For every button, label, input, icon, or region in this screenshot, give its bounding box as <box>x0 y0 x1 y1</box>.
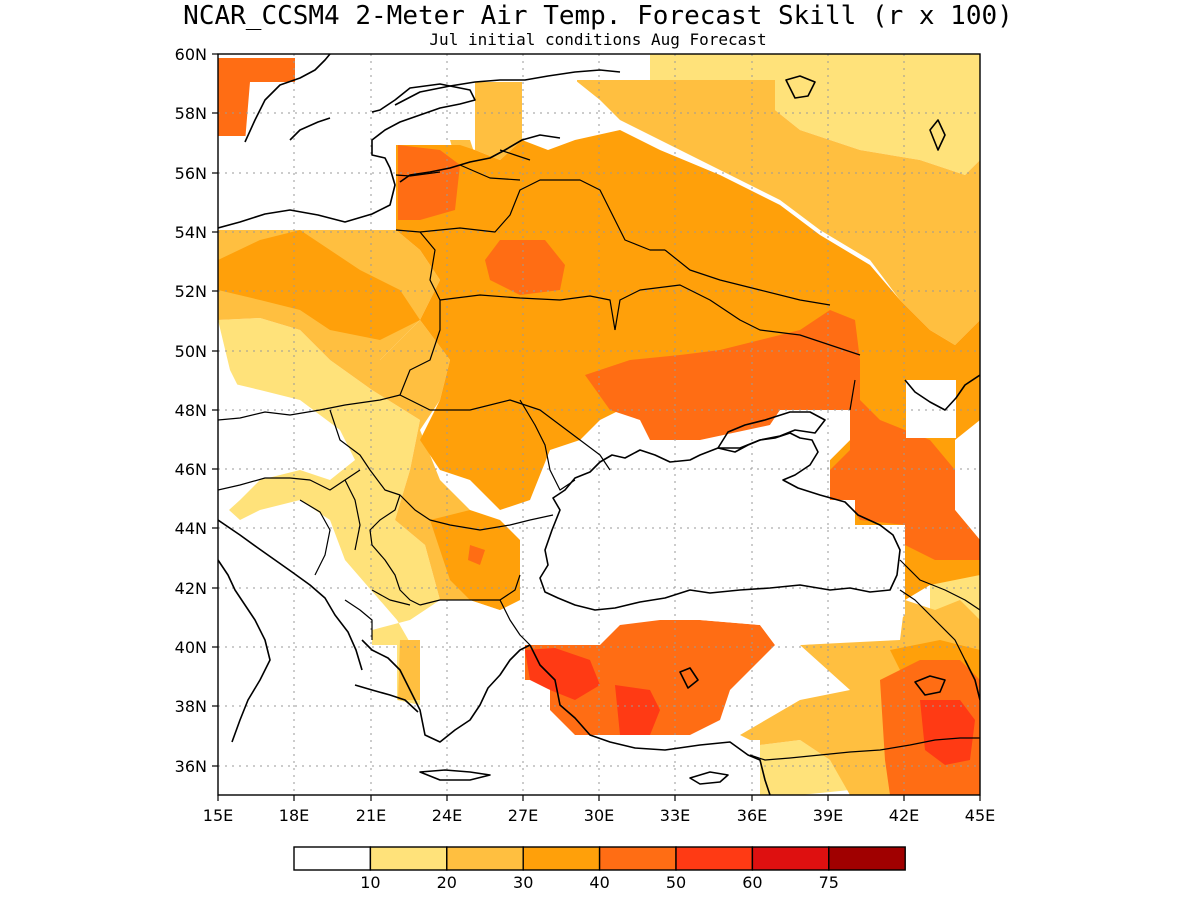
country-borders <box>218 149 980 761</box>
map-subtitle: Jul initial conditions Aug Forecast <box>429 30 766 49</box>
latitude-labels: 36N 38N 40N 42N 44N 46N 48N 50N 52N 54N … <box>175 45 207 776</box>
lon-label: 18E <box>279 806 309 825</box>
colorbar-swatch <box>598 846 677 871</box>
colorbar: 10 20 30 40 50 60 75 <box>293 846 906 892</box>
colorbar-label: 60 <box>742 873 762 892</box>
colorbar-swatch <box>293 846 372 871</box>
map-title: NCAR_CCSM4 2-Meter Air Temp. Forecast Sk… <box>183 1 1013 31</box>
skill-level-40-50 <box>218 58 980 795</box>
colorbar-swatch <box>751 846 830 871</box>
colorbar-swatch <box>446 846 524 871</box>
colorbar-label: 10 <box>360 873 380 892</box>
lon-label: 45E <box>965 806 995 825</box>
skill-level-50-60 <box>525 648 975 765</box>
colorbar-label: 40 <box>589 873 609 892</box>
colorbar-swatch <box>369 846 448 871</box>
lat-label: 50N <box>175 342 207 361</box>
lat-label: 52N <box>175 282 207 301</box>
lat-label: 56N <box>175 164 207 183</box>
longitude-labels: 15E 18E 21E 24E 27E 30E 33E 36E 39E 42E … <box>203 806 995 825</box>
coastlines <box>218 54 980 795</box>
lon-label: 36E <box>737 806 767 825</box>
colorbar-swatch <box>522 846 601 871</box>
lon-label: 39E <box>813 806 843 825</box>
grid-lines <box>218 54 980 795</box>
colorbar-label: 30 <box>513 873 533 892</box>
lat-label: 44N <box>175 519 207 538</box>
lat-label: 42N <box>175 579 207 598</box>
lon-label: 30E <box>584 806 614 825</box>
lat-label: 48N <box>175 401 207 420</box>
lon-label: 27E <box>508 806 538 825</box>
lat-label: 54N <box>175 223 207 242</box>
skill-field <box>218 54 980 795</box>
lon-label: 21E <box>356 806 386 825</box>
lon-label: 15E <box>203 806 233 825</box>
colorbar-label: 50 <box>666 873 686 892</box>
lon-label: 24E <box>432 806 462 825</box>
lon-label: 42E <box>889 806 919 825</box>
colorbar-swatch <box>675 846 754 871</box>
lat-label: 38N <box>175 697 207 716</box>
lat-label: 36N <box>175 757 207 776</box>
lat-label: 40N <box>175 638 207 657</box>
lat-label: 58N <box>175 104 207 123</box>
colorbar-label: 20 <box>437 873 457 892</box>
lat-label: 60N <box>175 45 207 64</box>
colorbar-label: 75 <box>819 873 839 892</box>
colorbar-swatch <box>828 846 906 871</box>
axis-tick-marks <box>212 53 981 801</box>
lat-label: 46N <box>175 460 207 479</box>
lon-label: 33E <box>660 806 690 825</box>
